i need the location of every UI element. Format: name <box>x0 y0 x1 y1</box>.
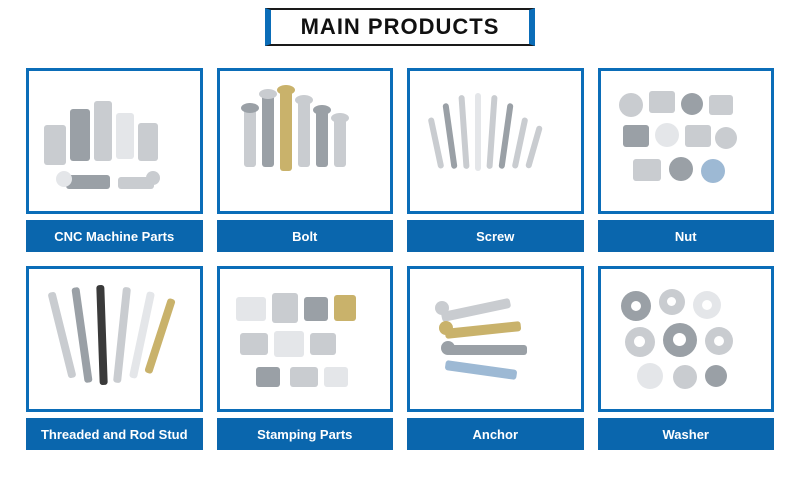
product-label: Washer <box>663 427 709 442</box>
product-caption-bar: Nut <box>598 220 775 252</box>
product-thumb <box>26 68 203 214</box>
product-card-stamping-parts[interactable]: Stamping Parts <box>217 266 394 450</box>
product-caption-bar: Screw <box>407 220 584 252</box>
product-thumb <box>407 68 584 214</box>
cnc-parts-icon <box>36 79 193 202</box>
stamping-parts-icon <box>226 277 383 400</box>
product-thumb <box>598 266 775 412</box>
product-label: Screw <box>476 229 514 244</box>
bolt-icon <box>226 79 383 202</box>
product-label: Stamping Parts <box>257 427 352 442</box>
product-caption-bar: Stamping Parts <box>217 418 394 450</box>
product-thumb <box>26 266 203 412</box>
product-label: CNC Machine Parts <box>54 229 174 244</box>
product-thumb <box>217 266 394 412</box>
product-card-threaded-rod-stud[interactable]: Threaded and Rod Stud <box>26 266 203 450</box>
product-thumb <box>407 266 584 412</box>
product-label: Nut <box>675 229 697 244</box>
nut-icon <box>607 79 764 202</box>
product-grid: CNC Machine Parts Bolt <box>0 68 800 450</box>
washer-icon <box>607 277 764 400</box>
product-thumb <box>217 68 394 214</box>
product-card-washer[interactable]: Washer <box>598 266 775 450</box>
product-label: Bolt <box>292 229 317 244</box>
product-caption-bar: CNC Machine Parts <box>26 220 203 252</box>
heading-container: MAIN PRODUCTS <box>0 0 800 68</box>
screw-icon <box>417 79 574 202</box>
product-caption-bar: Washer <box>598 418 775 450</box>
product-caption-bar: Anchor <box>407 418 584 450</box>
product-card-screw[interactable]: Screw <box>407 68 584 252</box>
anchor-icon <box>417 277 574 400</box>
product-thumb <box>598 68 775 214</box>
threaded-rod-icon <box>36 277 193 400</box>
product-card-anchor[interactable]: Anchor <box>407 266 584 450</box>
product-card-bolt[interactable]: Bolt <box>217 68 394 252</box>
product-card-cnc-machine-parts[interactable]: CNC Machine Parts <box>26 68 203 252</box>
product-caption-bar: Bolt <box>217 220 394 252</box>
page-title: MAIN PRODUCTS <box>265 8 536 46</box>
product-card-nut[interactable]: Nut <box>598 68 775 252</box>
product-label: Threaded and Rod Stud <box>41 427 188 442</box>
product-caption-bar: Threaded and Rod Stud <box>26 418 203 450</box>
product-label: Anchor <box>473 427 519 442</box>
